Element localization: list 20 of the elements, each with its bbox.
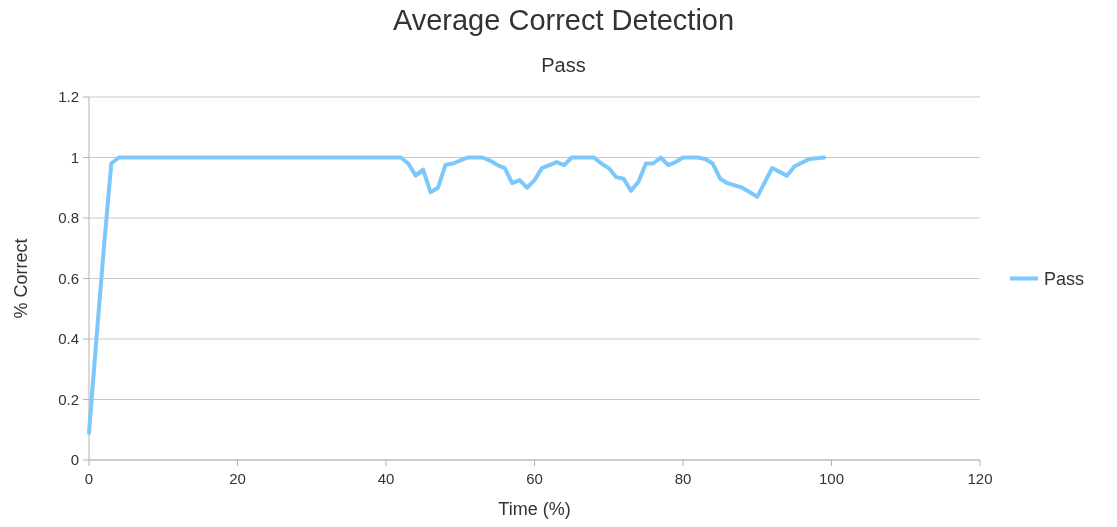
y-tick-label: 0.6 [58, 269, 79, 287]
y-tick-label: 0 [70, 451, 79, 469]
x-tick-label: 60 [526, 470, 543, 487]
x-tick-label: 40 [377, 470, 395, 487]
x-tick-label: 0 [84, 470, 94, 487]
x-axis-title: Time (%) [498, 499, 571, 519]
y-axis-title: % Correct [11, 238, 31, 319]
chart-subtitle: Pass [541, 54, 586, 76]
x-tick-label: 20 [229, 470, 246, 487]
y-tick-label: 0.8 [58, 209, 79, 227]
y-tick-label: 0.2 [58, 390, 79, 408]
x-tick-label: 80 [674, 470, 692, 487]
y-tick-label: 1 [70, 148, 79, 166]
line-series [87, 155, 827, 435]
x-tick-label: 120 [967, 470, 993, 487]
legend-label: Pass [1044, 268, 1085, 289]
x-tick-label: 100 [818, 470, 845, 487]
y-tick-label: 1.2 [58, 88, 79, 106]
y-tick-label: 0.4 [58, 330, 79, 348]
chart-title: Average Correct Detection [392, 4, 735, 36]
